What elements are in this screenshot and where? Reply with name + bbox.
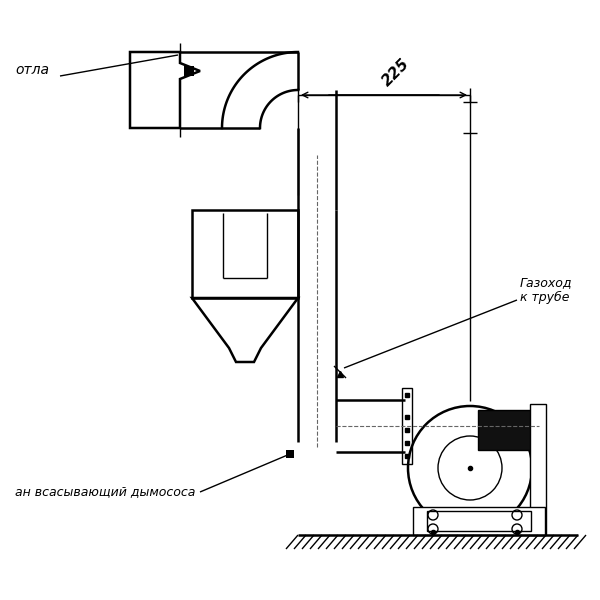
Text: ан всасывающий дымососа: ан всасывающий дымососа <box>15 485 196 499</box>
Bar <box>427 511 531 531</box>
Text: 225: 225 <box>379 56 413 89</box>
Bar <box>402 388 412 464</box>
Polygon shape <box>286 450 294 458</box>
Text: отла: отла <box>15 63 49 77</box>
Bar <box>192 210 298 298</box>
Text: Газоход
к трубе: Газоход к трубе <box>520 276 572 304</box>
Bar <box>530 404 546 535</box>
Bar <box>413 507 545 535</box>
Bar <box>478 410 533 450</box>
Polygon shape <box>184 66 194 76</box>
